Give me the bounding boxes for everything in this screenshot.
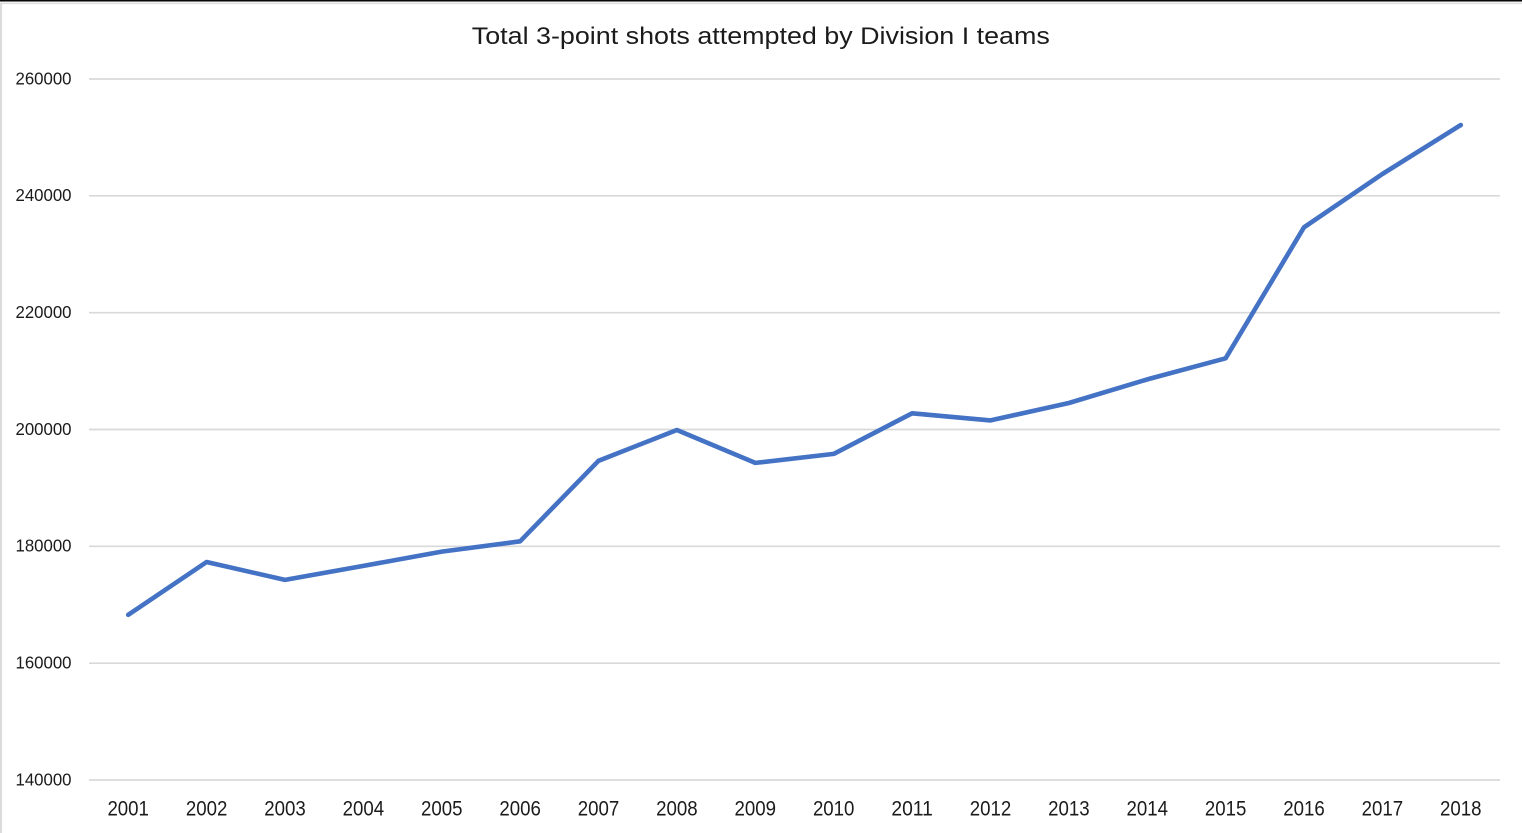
svg-text:2001: 2001 [107,797,149,821]
svg-text:2004: 2004 [343,797,385,821]
svg-text:220000: 220000 [16,302,72,322]
svg-text:2013: 2013 [1048,797,1090,821]
svg-text:2009: 2009 [735,797,777,821]
svg-text:2014: 2014 [1127,797,1169,821]
svg-text:200000: 200000 [16,419,72,439]
svg-text:2006: 2006 [499,797,541,821]
svg-text:2015: 2015 [1205,797,1247,821]
svg-text:260000: 260000 [16,68,72,88]
svg-text:2008: 2008 [656,797,698,821]
svg-text:240000: 240000 [16,185,72,205]
svg-text:2018: 2018 [1440,797,1482,821]
svg-text:2017: 2017 [1362,797,1404,821]
svg-text:2016: 2016 [1283,797,1325,821]
svg-text:2003: 2003 [264,797,306,821]
svg-text:2010: 2010 [813,797,855,821]
svg-text:2007: 2007 [578,797,620,821]
svg-text:180000: 180000 [16,536,72,556]
svg-text:160000: 160000 [16,653,72,673]
svg-text:2002: 2002 [186,797,228,821]
svg-text:140000: 140000 [16,769,72,789]
svg-text:2011: 2011 [891,797,933,821]
svg-text:Total 3-point shots attempted: Total 3-point shots attempted by Divisio… [472,23,1050,50]
svg-text:2005: 2005 [421,797,463,821]
svg-text:2012: 2012 [970,797,1012,821]
